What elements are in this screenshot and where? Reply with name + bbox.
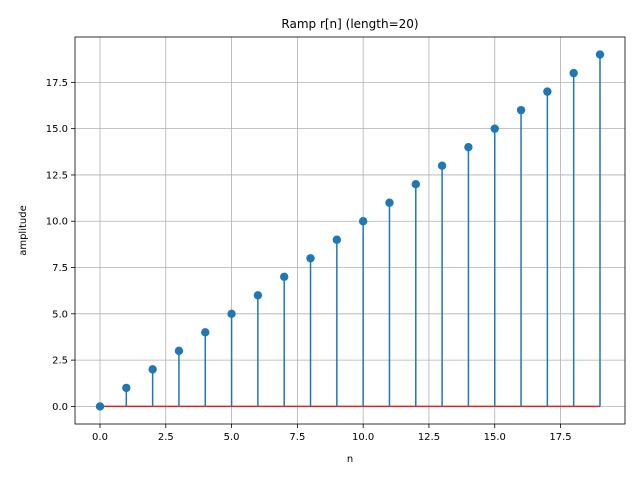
stem-marker bbox=[464, 142, 473, 152]
y-axis-title: amplitude bbox=[18, 205, 29, 256]
stem-marker bbox=[148, 365, 157, 374]
stem-marker bbox=[95, 402, 105, 411]
stem-marker bbox=[227, 309, 236, 319]
y-tick-label: 12.5 bbox=[46, 170, 68, 181]
stem-marker bbox=[358, 217, 368, 226]
y-tick-label: 15.0 bbox=[46, 124, 68, 135]
stem-marker bbox=[516, 105, 526, 115]
x-axis-ticks: 0.0 2.5 5.0 7.5 10.0 12.5 15.0 17.5 bbox=[92, 424, 572, 443]
y-tick-label: 10.0 bbox=[46, 217, 68, 228]
y-axis-ticks: 0.0 2.5 5.0 7.5 10.0 12.5 15.0 17.5 bbox=[46, 78, 75, 413]
stem-marker bbox=[411, 180, 420, 189]
stem-marker bbox=[174, 346, 184, 356]
x-axis-title: n bbox=[347, 454, 353, 465]
stem-series bbox=[95, 50, 605, 411]
stem-marker bbox=[595, 50, 605, 59]
x-tick-label: 17.5 bbox=[549, 432, 571, 443]
stem-marker bbox=[280, 272, 289, 281]
x-tick-label: 12.5 bbox=[418, 432, 440, 443]
stem-marker bbox=[253, 291, 263, 300]
stem-marker bbox=[306, 254, 315, 263]
stem-marker bbox=[201, 328, 210, 337]
stem-marker bbox=[332, 235, 342, 244]
stem-marker bbox=[490, 124, 499, 133]
x-tick-label: 0.0 bbox=[92, 432, 108, 443]
y-tick-label: 0.0 bbox=[52, 402, 68, 413]
y-tick-label: 2.5 bbox=[52, 356, 68, 367]
chart-title: Ramp r[n] (length=20) bbox=[281, 17, 418, 31]
x-tick-label: 15.0 bbox=[484, 432, 506, 443]
stem-marker bbox=[569, 68, 578, 78]
x-tick-label: 7.5 bbox=[289, 432, 305, 443]
y-tick-label: 17.5 bbox=[46, 78, 68, 89]
x-tick-label: 10.0 bbox=[352, 432, 374, 443]
grid-lines bbox=[75, 37, 625, 424]
y-tick-label: 7.5 bbox=[52, 263, 68, 274]
stem-marker bbox=[122, 383, 131, 393]
x-tick-label: 2.5 bbox=[158, 432, 174, 443]
stem-marker bbox=[543, 87, 552, 96]
stem-marker bbox=[385, 198, 394, 207]
stem-marker bbox=[437, 161, 447, 170]
plot-area-frame bbox=[74, 36, 626, 425]
y-tick-label: 5.0 bbox=[52, 309, 68, 320]
x-tick-label: 5.0 bbox=[224, 432, 240, 443]
